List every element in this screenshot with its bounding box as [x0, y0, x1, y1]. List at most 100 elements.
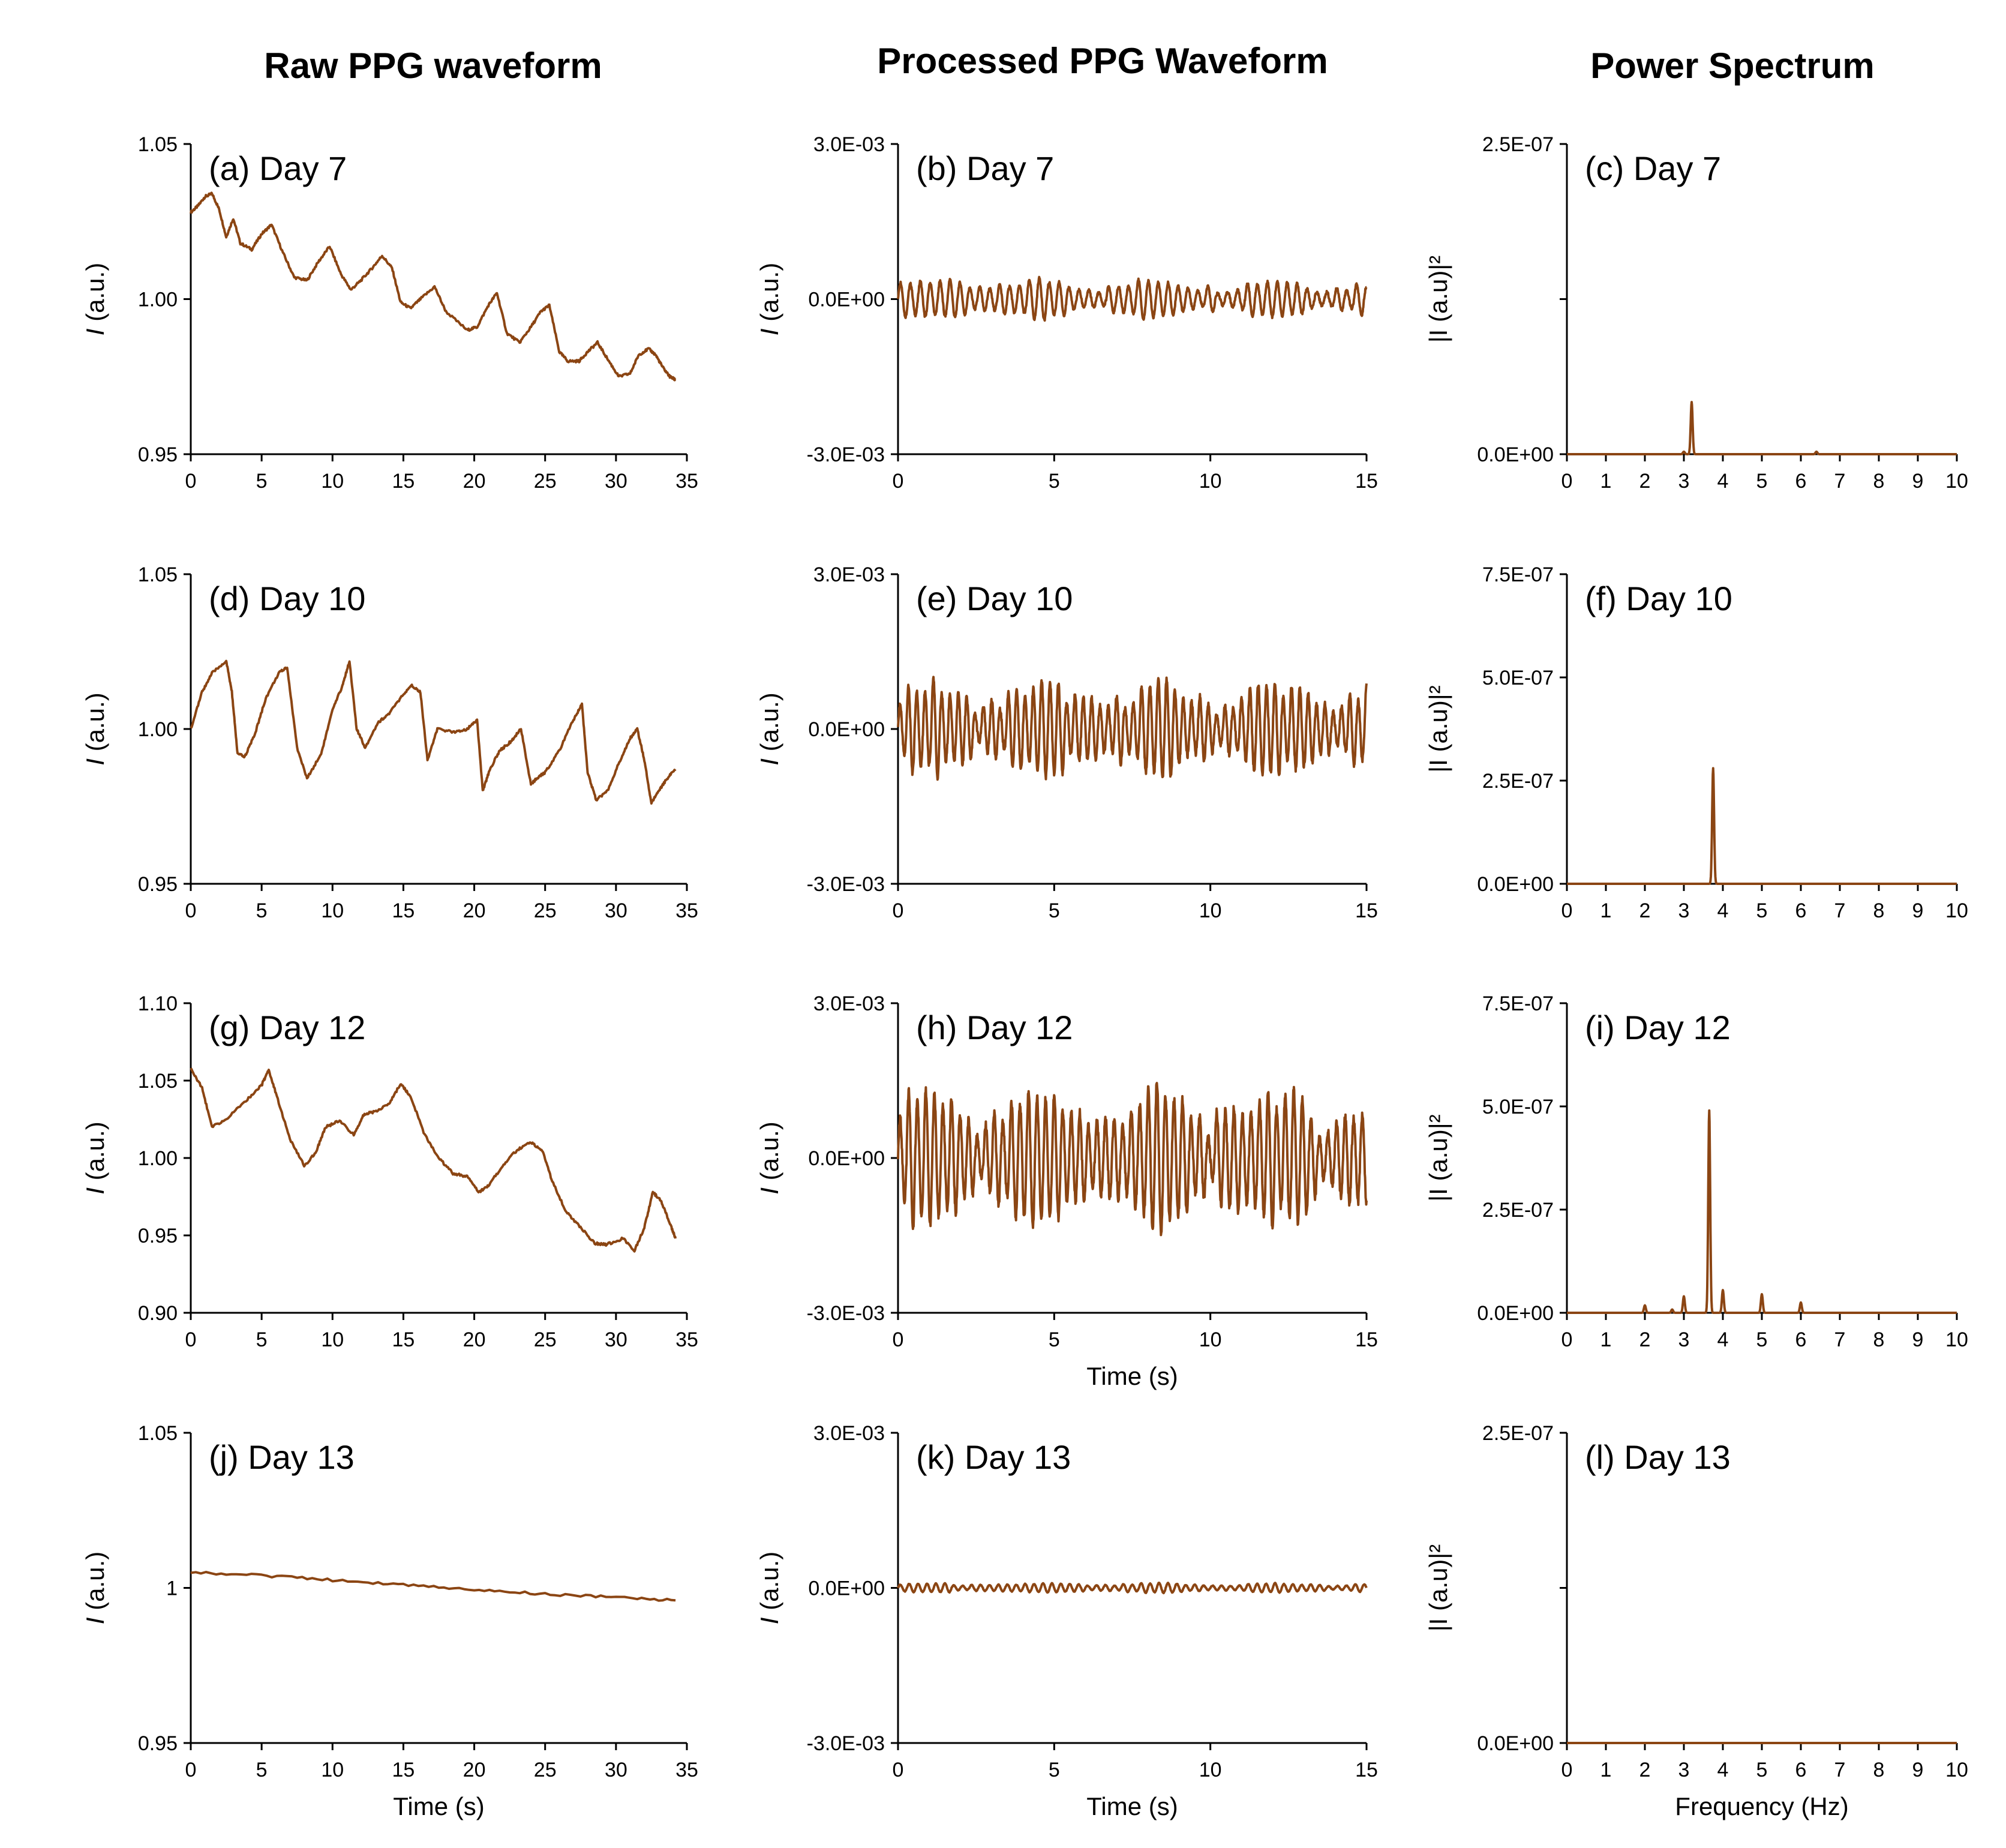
series-line-k [897, 1582, 1368, 1595]
x-tick-label: 5 [256, 1759, 268, 1781]
x-tick-label: 7 [1834, 1759, 1846, 1781]
x-tick-label: 8 [1873, 899, 1885, 922]
y-tick-label: 1.05 [138, 1070, 178, 1093]
x-axis-title: Time (s) [1086, 1792, 1178, 1820]
y-tick-label: 0.95 [138, 1732, 178, 1755]
series-line-f [1566, 767, 1958, 885]
x-tick-label: 0 [1561, 899, 1573, 922]
panel-h: -3.0E-03 0.0E+00 3.0E-03 0 5 10 15 (h) Day 12 I … [755, 992, 1378, 1390]
x-tick-label: 25 [534, 899, 557, 922]
x-tick-label: 15 [1355, 899, 1378, 922]
y-tick-label: 0.95 [138, 1225, 178, 1247]
x-tick-label: 0 [1561, 1759, 1573, 1781]
series-line-a [190, 191, 677, 382]
y-tick-label: -3.0E-03 [807, 873, 885, 896]
panel-d: 0.95 1.00 1.05 0 5 10 15 20 25 30 35 (d) Day 10 I (a… [81, 563, 698, 922]
x-tick-label: 6 [1795, 1328, 1807, 1351]
y-tick-label: 0.0E+00 [808, 718, 885, 741]
x-tick-label: 5 [1049, 470, 1060, 493]
x-tick-label: 10 [1199, 899, 1222, 922]
x-tick-label: 10 [1199, 1328, 1222, 1351]
y-tick-label: 0.0E+00 [808, 1577, 885, 1600]
x-tick-label: 5 [1049, 899, 1060, 922]
panel-a: 0.95 1.00 1.05 0 5 10 15 20 25 30 35 (a) Day 7 I (a.… [81, 133, 698, 493]
x-tick-label: 7 [1834, 470, 1846, 493]
panel-label: (j) Day 13 [209, 1438, 355, 1476]
x-tick-label: 0 [1561, 1328, 1573, 1351]
panel-label: (h) Day 12 [916, 1009, 1073, 1046]
x-tick-label: 10 [321, 1328, 344, 1351]
column-title-raw: Raw PPG waveform [264, 46, 602, 86]
y-axis-title: I (a.u.) [755, 1552, 783, 1624]
x-tick-label: 10 [1199, 470, 1222, 493]
y-tick-label: 5.0E-07 [1482, 667, 1554, 689]
x-tick-label: 15 [1355, 1328, 1378, 1351]
x-axis-title: Time (s) [393, 1792, 484, 1820]
x-tick-label: 2 [1639, 1328, 1651, 1351]
x-tick-label: 10 [321, 899, 344, 922]
x-tick-label: 15 [392, 1759, 415, 1781]
x-tick-label: 35 [675, 1328, 698, 1351]
panel-f: 0.0E+00 2.5E-07 5.0E-07 7.5E-07 0 1 2 3 4 5 6 7 8 9 10… [1424, 563, 1968, 922]
x-tick-label: 0 [185, 1328, 197, 1351]
x-tick-label: 15 [1355, 470, 1378, 493]
y-tick-label: 3.0E-03 [813, 992, 885, 1015]
x-tick-label: 25 [534, 1759, 557, 1781]
y-tick-label: 2.5E-07 [1482, 1422, 1554, 1445]
y-axis-title: I (a.u.) [755, 1121, 783, 1194]
y-tick-label: 3.0E-03 [813, 133, 885, 156]
x-tick-label: 30 [605, 1759, 627, 1781]
y-axis-title: |I (a.u)|² [1424, 1544, 1452, 1632]
x-tick-label: 0 [893, 899, 904, 922]
panel-i: 0.0E+00 2.5E-07 5.0E-07 7.5E-07 0 1 2 3 4 5 6 7 8 9 10… [1424, 992, 1968, 1351]
x-tick-label: 35 [675, 470, 698, 493]
y-tick-label: 0.90 [138, 1302, 178, 1325]
x-tick-label: 10 [321, 1759, 344, 1781]
y-axis-title: |I (a.u)|² [1424, 1114, 1452, 1202]
y-tick-label: 2.5E-07 [1482, 1199, 1554, 1222]
y-tick-label: 1.10 [138, 992, 178, 1015]
series-line-i [1566, 1109, 1958, 1314]
column-title-spectrum: Power Spectrum [1590, 46, 1874, 86]
panel-l: 0.0E+00 2.5E-07 0 1 2 3 4 5 6 7 8 9 10 (l) Day 13 |I (… [1424, 1422, 1968, 1820]
y-axis-title: |I (a.u)|² [1424, 685, 1452, 773]
x-tick-label: 15 [392, 899, 415, 922]
x-tick-label: 20 [463, 1328, 486, 1351]
x-tick-label: 9 [1912, 899, 1924, 922]
y-tick-label: 0.0E+00 [1477, 873, 1554, 896]
y-tick-label: -3.0E-03 [807, 1732, 885, 1755]
y-tick-label: 1.00 [138, 718, 178, 741]
panel-label: (i) Day 12 [1585, 1009, 1731, 1046]
y-axis-title: I (a.u.) [81, 263, 109, 335]
panel-j: 0.95 1 1.05 0 5 10 15 20 25 30 35 (j) Day 13 I (a.u.… [81, 1422, 698, 1820]
x-tick-label: 10 [1199, 1759, 1222, 1781]
series-line-d [190, 659, 677, 805]
panel-e: -3.0E-03 0.0E+00 3.0E-03 0 5 10 15 (e) Day 10 I … [755, 563, 1378, 922]
panel-label: (b) Day 7 [916, 149, 1054, 187]
x-tick-label: 3 [1678, 899, 1690, 922]
x-tick-label: 9 [1912, 1759, 1924, 1781]
y-tick-label: 0.95 [138, 873, 178, 896]
y-tick-label: 0.95 [138, 443, 178, 466]
x-tick-label: 20 [463, 470, 486, 493]
column-title-processed: Processed PPG Waveform [877, 41, 1328, 81]
x-tick-label: 4 [1717, 1328, 1729, 1351]
y-tick-label: 2.5E-07 [1482, 133, 1554, 156]
x-tick-label: 0 [893, 1759, 904, 1781]
y-axis-title: |I (a.u)|² [1424, 256, 1452, 343]
y-tick-label: 1.05 [138, 1422, 178, 1445]
y-tick-label: 1 [166, 1577, 178, 1600]
y-tick-label: 0.0E+00 [1477, 443, 1554, 466]
x-tick-label: 5 [1756, 1759, 1768, 1781]
x-tick-label: 5 [1756, 1328, 1768, 1351]
x-tick-label: 0 [185, 899, 197, 922]
series-line-e [897, 676, 1368, 781]
x-tick-label: 4 [1717, 899, 1729, 922]
x-tick-label: 5 [256, 470, 268, 493]
x-tick-label: 3 [1678, 470, 1690, 493]
panel-k: -3.0E-03 0.0E+00 3.0E-03 0 5 10 15 (k) Day 13 I … [755, 1422, 1378, 1820]
x-tick-label: 10 [1945, 470, 1968, 493]
x-tick-label: 2 [1639, 470, 1651, 493]
x-tick-label: 35 [675, 899, 698, 922]
x-tick-label: 0 [1561, 470, 1573, 493]
